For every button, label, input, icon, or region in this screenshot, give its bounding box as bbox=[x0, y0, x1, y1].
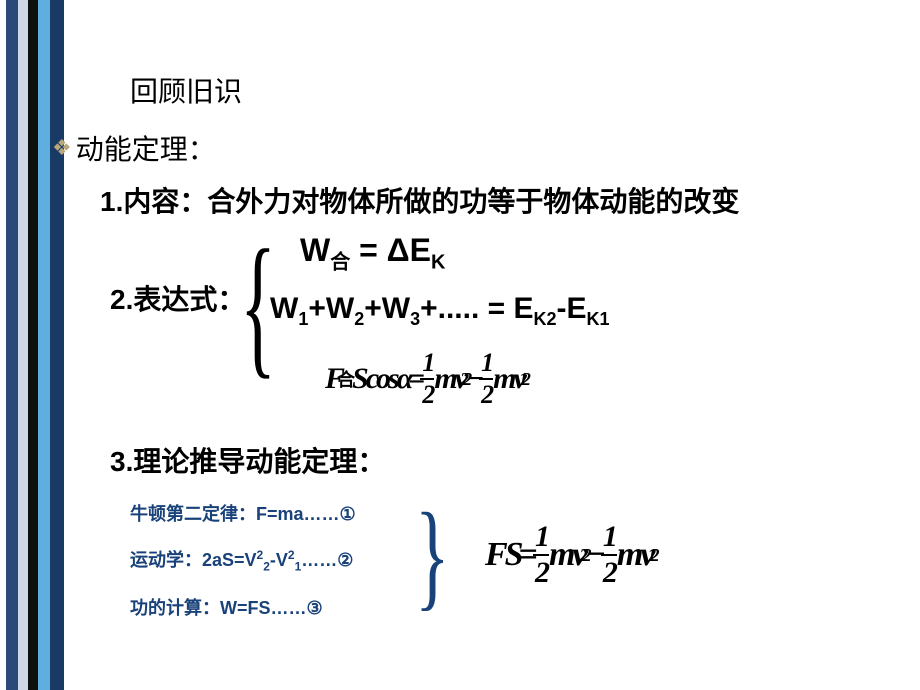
d1-pre: 牛顿第二定律：F=ma…… bbox=[130, 504, 340, 524]
review-title: 回顾旧识 bbox=[130, 70, 242, 110]
res-d1: 2 bbox=[533, 556, 549, 590]
point-3: 3.理论推导动能定理： bbox=[110, 440, 385, 480]
eq3-sub: 合 bbox=[337, 366, 352, 392]
d2-sup2: 2 bbox=[288, 548, 295, 562]
eq3-frac1: 12 bbox=[420, 348, 434, 410]
equation-3: F合Scosα= 12 mv22 − 12 mv12 bbox=[325, 348, 825, 418]
d2-mid: -V bbox=[270, 550, 288, 570]
res-frac1: 12 bbox=[533, 520, 549, 590]
result-equation: FS= 12 mv22 − 12 mv12 bbox=[485, 520, 905, 590]
eq2-w3: W bbox=[382, 292, 410, 325]
eq2-k1: K1 bbox=[587, 309, 610, 329]
deriv-line-3: 功的计算：W=FS……③ bbox=[130, 594, 356, 620]
eq2-s1: 1 bbox=[298, 309, 308, 329]
res-v1sup: 2 bbox=[650, 545, 656, 566]
stripe-2 bbox=[18, 0, 28, 690]
eq3-d2: 2 bbox=[479, 380, 493, 410]
eq3-n2: 1 bbox=[479, 348, 493, 380]
stripe-1 bbox=[6, 0, 18, 690]
d2-post: …… bbox=[301, 550, 337, 570]
res-frac2: 12 bbox=[601, 520, 617, 590]
eq2-p1: + bbox=[308, 292, 326, 325]
stripe-4 bbox=[38, 0, 50, 690]
decorative-sidebar bbox=[0, 0, 70, 690]
eq1-w: W bbox=[300, 232, 330, 268]
eq3-frac2: 12 bbox=[479, 348, 493, 410]
eq3-scos: Scosα bbox=[352, 362, 410, 396]
eq2-s2: 2 bbox=[354, 309, 364, 329]
equation-1: W合 = ΔEK bbox=[300, 232, 445, 274]
res-FS: FS bbox=[485, 536, 521, 574]
point-2-label: 2.表达式： bbox=[110, 278, 245, 318]
d3-num: ③ bbox=[307, 598, 323, 618]
point-1: 1.内容：合外力对物体所做的功等于物体动能的改变 bbox=[100, 180, 739, 220]
d1-num: ① bbox=[340, 504, 356, 524]
eq2-s3: 3 bbox=[410, 309, 420, 329]
stripe-5 bbox=[50, 0, 64, 690]
eq1-rest: = ΔE bbox=[350, 232, 431, 268]
eq2-p2: + bbox=[364, 292, 382, 325]
right-brace-icon: } bbox=[415, 495, 450, 615]
d2-num: ② bbox=[337, 550, 353, 570]
res-n2: 1 bbox=[601, 520, 617, 556]
eq2-w1: W bbox=[270, 292, 298, 325]
deriv-line-2: 运动学：2aS=V22-V21……② bbox=[130, 546, 356, 574]
derivation-block: 牛顿第二定律：F=ma……① 运动学：2aS=V22-V21……② 功的计算：W… bbox=[130, 500, 356, 640]
equation-2: W1+W2+W3+..... = EK2-EK1 bbox=[270, 292, 610, 330]
deriv-line-1: 牛顿第二定律：F=ma……① bbox=[130, 500, 356, 526]
eq3-n1: 1 bbox=[420, 348, 434, 380]
res-n1: 1 bbox=[533, 520, 549, 556]
eq2-k2: K2 bbox=[534, 309, 557, 329]
eq2-dots: +..... = E bbox=[420, 292, 533, 325]
d3-pre: 功的计算：W=FS…… bbox=[130, 598, 307, 618]
d2-sub1: 2 bbox=[263, 560, 270, 574]
res-d2: 2 bbox=[601, 556, 617, 590]
subtitle-text: 动能定理： bbox=[76, 128, 216, 168]
eq3-v1sup: 2 bbox=[522, 369, 528, 390]
eq1-sub: 合 bbox=[330, 251, 350, 273]
eq2-w2: W bbox=[326, 292, 354, 325]
eq2-minus: -E bbox=[557, 292, 587, 325]
stripe-3 bbox=[28, 0, 38, 690]
subtitle-row: ❖ 动能定理： bbox=[52, 128, 216, 168]
diamond-bullet-icon: ❖ bbox=[52, 137, 72, 159]
eq1-sub2: K bbox=[431, 251, 445, 273]
eq3-d1: 2 bbox=[420, 380, 434, 410]
d2-pre: 运动学：2aS=V bbox=[130, 550, 257, 570]
